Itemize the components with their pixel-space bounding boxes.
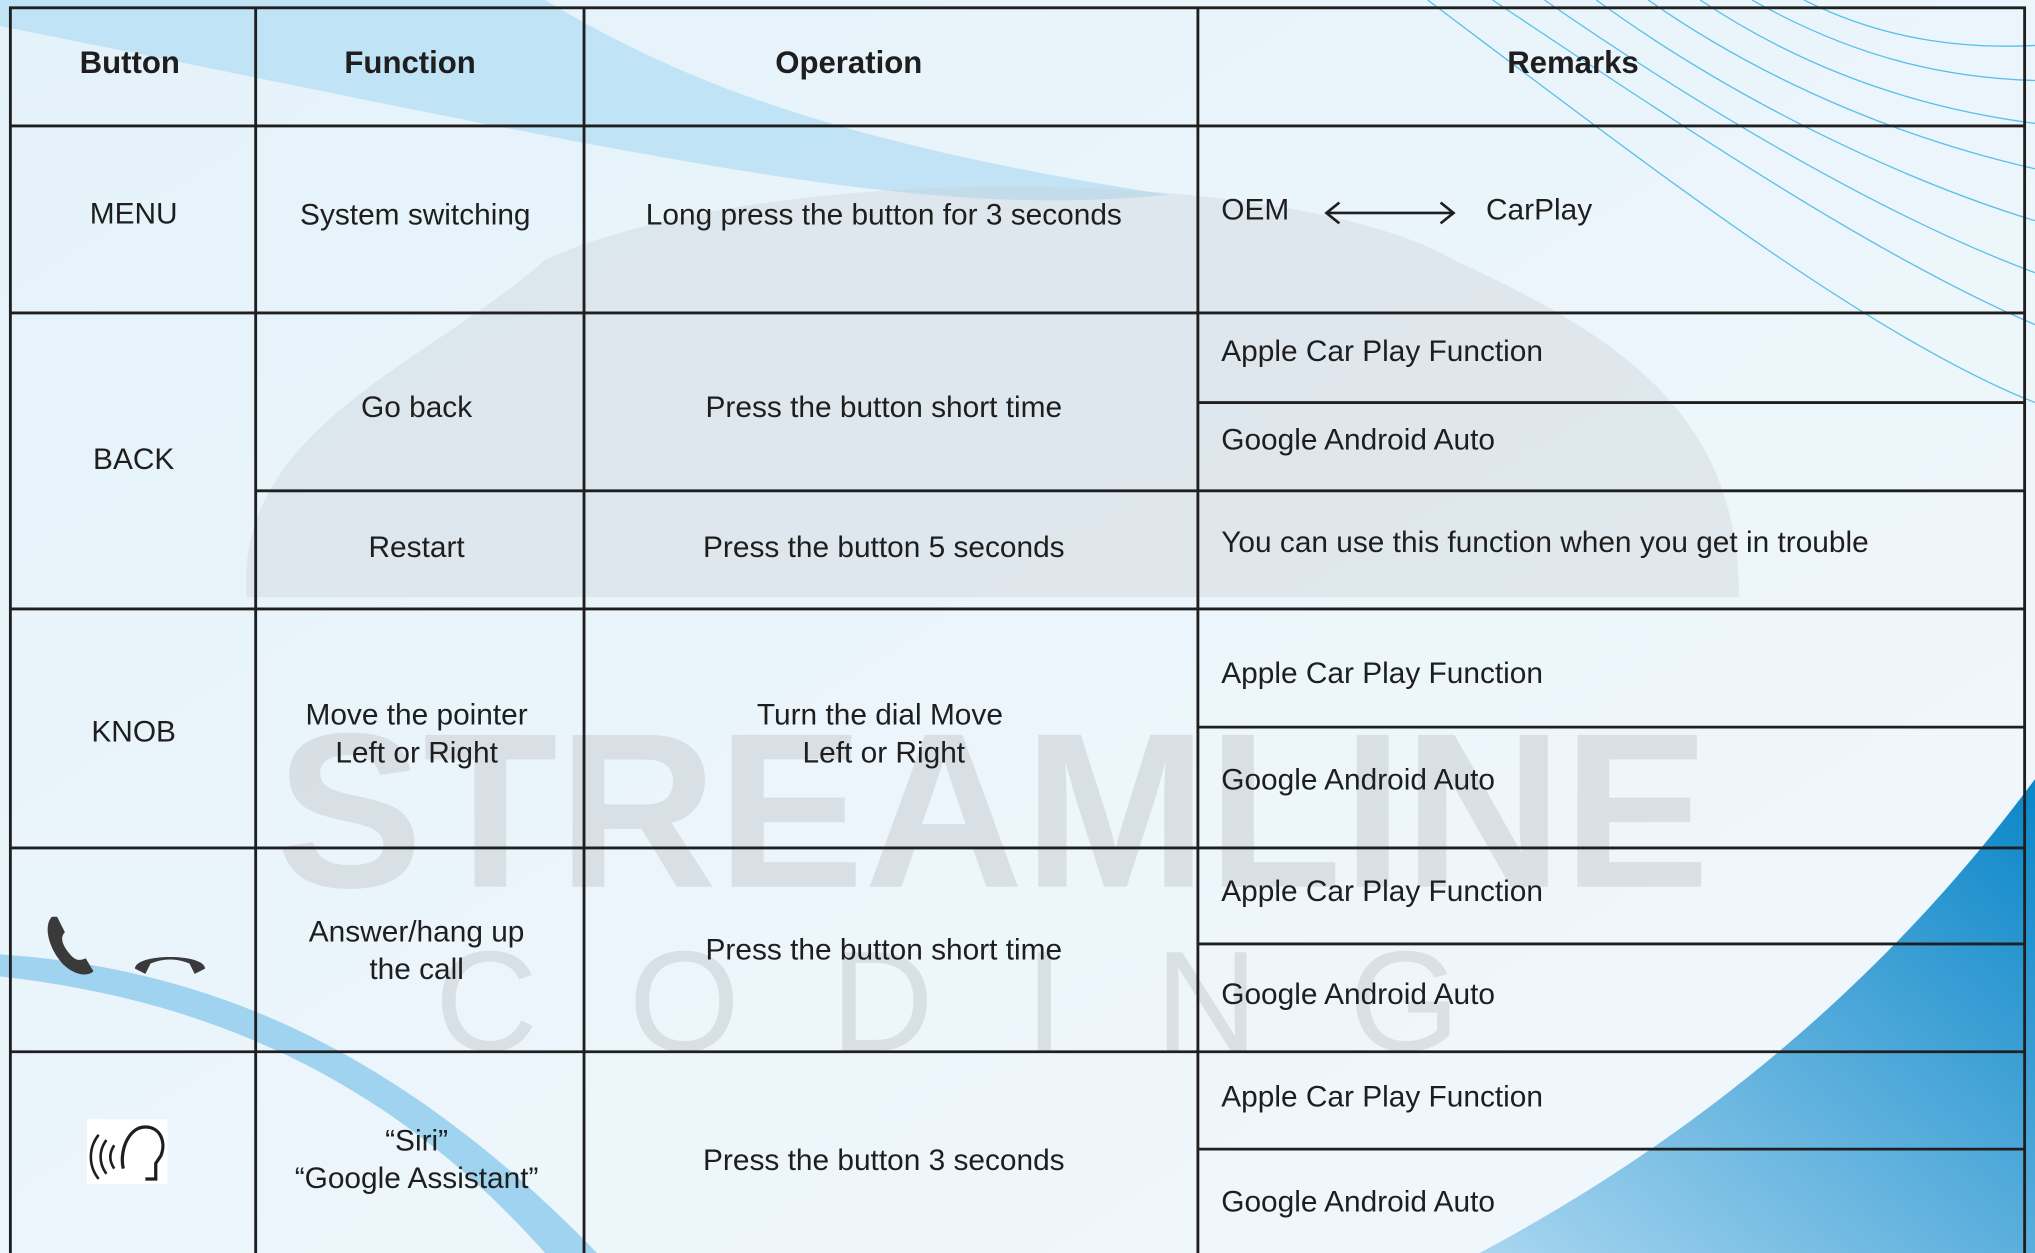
phone-icons — [47, 916, 206, 975]
operation-cell: Press the button 5 seconds — [703, 531, 1065, 564]
header-cell: Remarks — [1507, 45, 1639, 80]
corner-shape — [1479, 779, 2035, 1253]
remark: Google Android Auto — [1221, 978, 1495, 1011]
swoosh — [0, 954, 598, 1253]
function-cell: Go back — [361, 391, 472, 424]
function-cell: Left or Right — [335, 736, 498, 769]
remark: Apple Car Play Function — [1221, 335, 1543, 368]
decor-lines — [1427, 0, 2035, 404]
remark: Apple Car Play Function — [1221, 657, 1543, 690]
remark: Google Android Auto — [1221, 1186, 1495, 1219]
operation-cell: Press the button short time — [706, 391, 1063, 424]
remark: Apple Car Play Function — [1221, 875, 1543, 908]
function-cell: “Siri” — [385, 1125, 448, 1158]
operation-cell: Long press the button for 3 seconds — [646, 199, 1122, 232]
button-cell: KNOB — [91, 716, 176, 749]
function-cell: “Google Assistant” — [295, 1162, 539, 1195]
remark: OEM — [1221, 194, 1289, 227]
button-cell: BACK — [93, 443, 174, 476]
operation-cell: Press the button short time — [706, 934, 1063, 967]
operation-cell: Press the button 3 seconds — [703, 1144, 1065, 1177]
button-cell: MENU — [90, 197, 178, 230]
remark: CarPlay — [1486, 194, 1592, 227]
header-cell: Function — [344, 45, 475, 80]
operation-cell: Left or Right — [803, 736, 966, 769]
operation-cell: Turn the dial Move — [757, 699, 1003, 732]
header-cell: Operation — [775, 45, 922, 80]
function-cell: Restart — [369, 531, 466, 564]
remark: Apple Car Play Function — [1221, 1080, 1543, 1113]
header-cell: Button — [80, 45, 180, 80]
watermark: CODING — [435, 922, 1551, 1081]
function-cell: Move the pointer — [305, 699, 527, 732]
double-arrow — [1324, 201, 1456, 225]
remark: You can use this function when you get i… — [1221, 526, 1868, 559]
header: Button Function Operation Remarks — [80, 45, 1639, 80]
remark: Google Android Auto — [1221, 764, 1495, 797]
function-cell: the call — [369, 953, 464, 986]
function-cell: System switching — [300, 199, 530, 232]
remark: Google Android Auto — [1221, 423, 1495, 456]
voice-icon — [86, 1119, 168, 1185]
grid — [8, 6, 2027, 1253]
function-cell: Answer/hang up — [309, 915, 525, 948]
car-silhouette — [245, 186, 1740, 598]
